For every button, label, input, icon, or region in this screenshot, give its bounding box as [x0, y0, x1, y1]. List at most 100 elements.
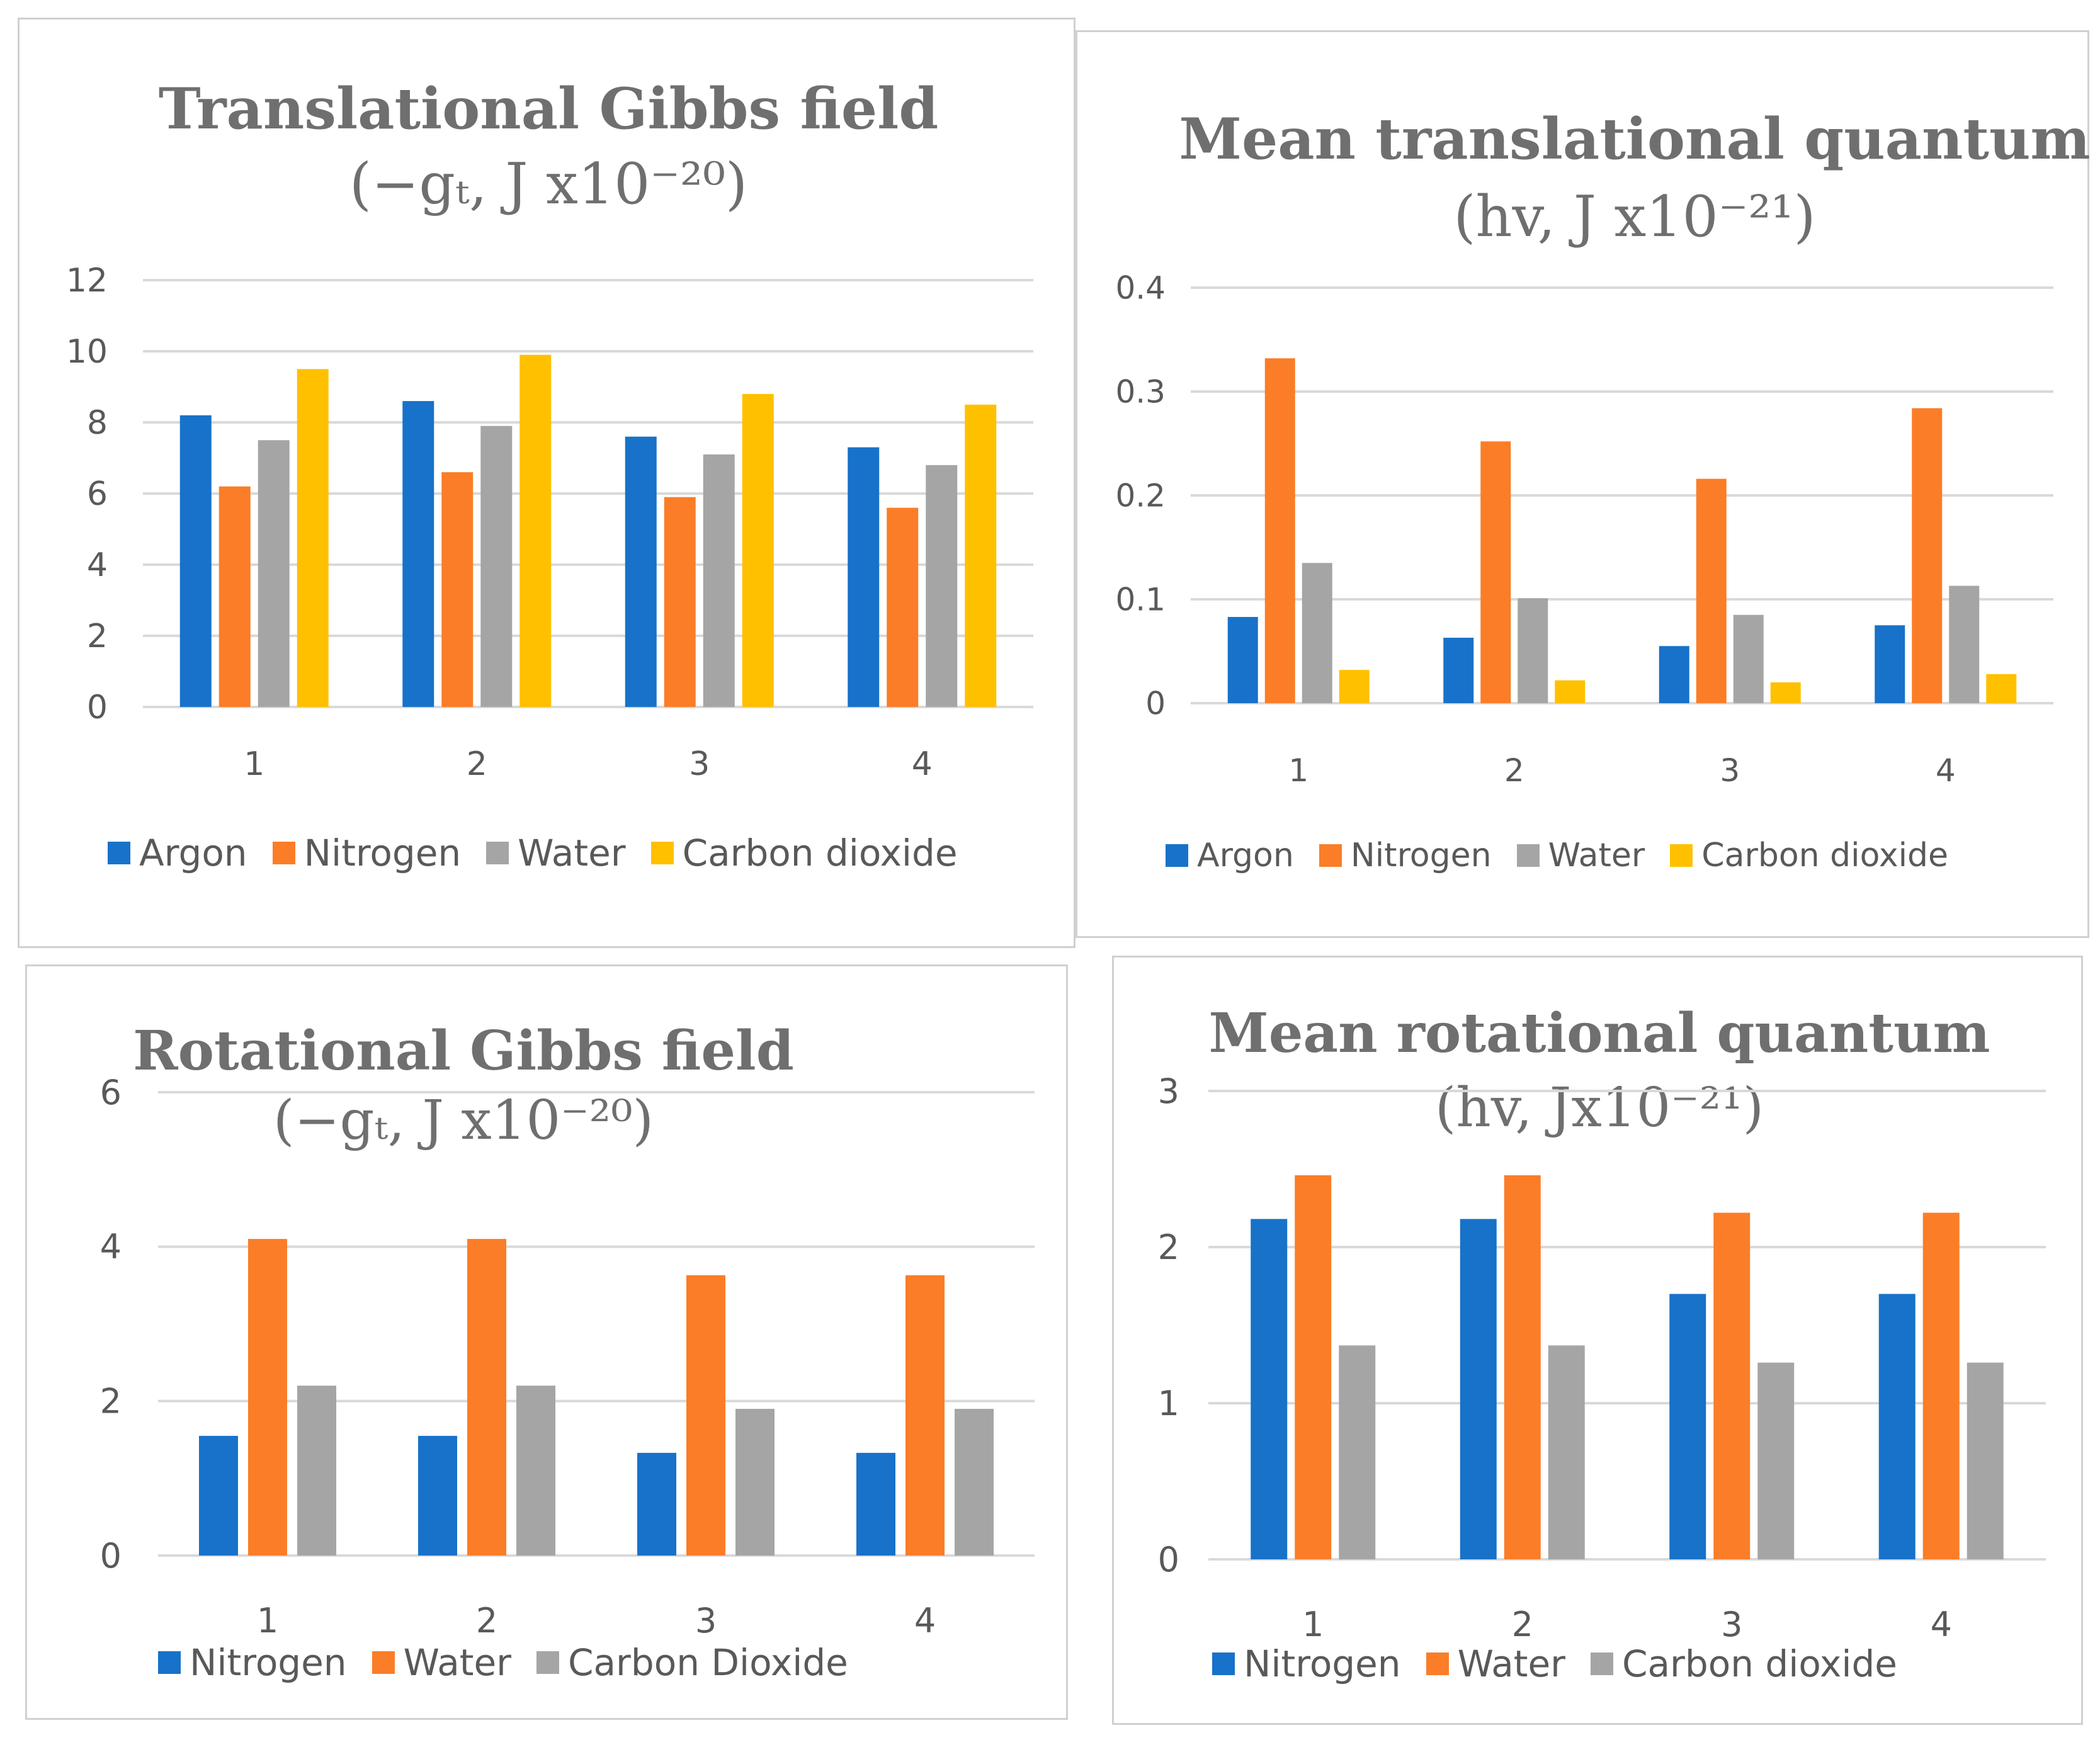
chart-legend: Argon Nitrogen Water Carbon dioxide — [108, 832, 983, 874]
x-tick-label: 2 — [1504, 752, 1524, 789]
y-tick-label: 3 — [1158, 1071, 1179, 1111]
x-tick-label: 3 — [1720, 752, 1740, 789]
bar-carbon-dioxide-1 — [1339, 670, 1370, 703]
bar-carbon-dioxide-3 — [735, 1408, 775, 1556]
x-tick-label: 1 — [257, 1601, 278, 1641]
chart-title: Mean rotational quantum (hv, Jx10⁻²¹) — [1114, 997, 2085, 1145]
y-tick-label: 0 — [1158, 1540, 1179, 1579]
bar-carbon-dioxide-4 — [955, 1408, 994, 1556]
bar-nitrogen-4 — [1912, 408, 1943, 703]
bar-argon-2 — [1443, 638, 1474, 703]
bar-argon-3 — [1659, 646, 1689, 703]
bar-water-4 — [1922, 1212, 1960, 1559]
bar-nitrogen-1 — [219, 486, 251, 707]
bar-water-1 — [248, 1239, 287, 1556]
chart-title-main: Rotational Gibbs field — [133, 1019, 794, 1083]
legend-swatch — [108, 842, 130, 864]
bar-nitrogen-4 — [1878, 1294, 1916, 1559]
legend-item: Water — [372, 1641, 511, 1684]
legend-item: Carbon Dioxide — [536, 1641, 848, 1684]
legend-label: Carbon Dioxide — [568, 1641, 848, 1684]
chart-title: Mean translational quantum (hv, J x10⁻²¹… — [1128, 100, 2100, 256]
bar-carbon-dioxide-4 — [1967, 1362, 2004, 1559]
x-tick-label: 1 — [1302, 1605, 1324, 1644]
chart-title-main: Translational Gibbs field — [158, 76, 939, 142]
x-tick-label: 3 — [689, 745, 710, 783]
chart-panel-mean-translational-quantum: Mean translational quantum (hv, J x10⁻²¹… — [1076, 30, 2091, 938]
y-tick-label: 10 — [66, 333, 108, 371]
chart-legend: Argon Nitrogen Water Carbon dioxide — [1166, 837, 1973, 874]
bar-chart-svg: 0 0.1 0.2 0.3 0.4 1 2 3 4 — [1115, 270, 2053, 789]
bar-carbon-dioxide-3 — [1757, 1362, 1795, 1559]
x-tick-label: 1 — [1288, 752, 1308, 789]
bar-water-3 — [703, 454, 735, 707]
x-tick-label: 2 — [476, 1601, 497, 1641]
bar-water-3 — [1733, 614, 1764, 703]
legend-swatch — [158, 1651, 181, 1674]
y-tick-label: 8 — [87, 404, 108, 442]
legend-swatch — [1670, 844, 1693, 867]
bar-nitrogen-2 — [441, 472, 474, 707]
bar-argon-3 — [625, 436, 657, 707]
x-tick-label: 2 — [467, 745, 487, 783]
legend-item: Nitrogen — [272, 832, 462, 874]
bar-carbon-dioxide-1 — [1339, 1345, 1376, 1559]
legend-item: Nitrogen — [1319, 837, 1492, 874]
y-tick-label: 2 — [87, 618, 108, 655]
bar-water-4 — [1949, 585, 1980, 703]
y-tick-label: 4 — [100, 1227, 122, 1267]
y-tick-label: 0.1 — [1115, 582, 1166, 618]
legend-item: Nitrogen — [1212, 1642, 1401, 1685]
bar-carbon-dioxide-3 — [742, 393, 774, 707]
legend-label: Carbon dioxide — [1622, 1642, 1897, 1685]
chart-legend: Nitrogen Water Carbon dioxide — [1212, 1642, 1922, 1685]
bar-nitrogen-1 — [1251, 1219, 1288, 1559]
x-tick-label: 4 — [914, 1601, 936, 1641]
bar-carbon-dioxide-2 — [516, 1386, 555, 1556]
bar-nitrogen-4 — [856, 1452, 895, 1556]
legend-swatch — [1319, 844, 1342, 867]
x-tick-label: 4 — [1931, 1605, 1952, 1644]
bar-carbon-dioxide-2 — [1555, 680, 1586, 703]
bar-nitrogen-3 — [664, 497, 696, 707]
legend-label: Carbon dioxide — [1701, 837, 1949, 874]
bar-water-1 — [1302, 563, 1332, 703]
legend-swatch — [486, 842, 509, 864]
x-tick-label: 3 — [1721, 1605, 1742, 1644]
bar-water-2 — [480, 426, 513, 707]
legend-item: Argon — [108, 832, 247, 874]
legend-label: Nitrogen — [304, 832, 462, 874]
bar-carbon-dioxide-4 — [965, 404, 997, 707]
legend-label: Water — [1457, 1642, 1566, 1685]
legend-label: Nitrogen — [1244, 1642, 1401, 1685]
legend-swatch — [272, 842, 295, 864]
legend-label: Water — [1548, 837, 1645, 874]
legend-swatch — [650, 842, 674, 864]
legend-label: Nitrogen — [190, 1641, 347, 1684]
x-tick-label: 4 — [912, 745, 933, 783]
y-tick-label: 1 — [1158, 1384, 1179, 1423]
legend-item: Nitrogen — [158, 1641, 347, 1684]
legend-swatch — [1212, 1652, 1235, 1675]
legend-label: Argon — [139, 832, 247, 874]
x-tick-label: 2 — [1512, 1605, 1533, 1644]
bar-argon-1 — [1227, 617, 1258, 703]
bar-nitrogen-3 — [637, 1452, 676, 1556]
bar-chart-svg: 0 1 2 3 1 2 3 4 — [1158, 1071, 2046, 1644]
bar-argon-4 — [1875, 625, 1905, 703]
y-tick-label: 0.4 — [1115, 270, 1166, 307]
legend-swatch — [536, 1651, 560, 1674]
chart-title: Translational Gibbs field (−gₜ, J x10⁻²⁰… — [20, 71, 1077, 222]
chart-subtitle: (−gₜ, J x10⁻²⁰) — [349, 151, 748, 217]
bar-water-2 — [1518, 598, 1548, 703]
bar-carbon-dioxide-2 — [1548, 1345, 1585, 1559]
legend-item: Carbon dioxide — [650, 832, 958, 874]
legend-swatch — [372, 1651, 395, 1674]
legend-swatch — [1516, 844, 1540, 867]
chart-subtitle: (−gₜ, J x10⁻²⁰) — [273, 1089, 654, 1152]
legend-label: Carbon dioxide — [682, 832, 958, 874]
y-tick-label: 0 — [87, 689, 108, 726]
y-tick-label: 0 — [100, 1536, 122, 1576]
legend-label: Argon — [1197, 837, 1294, 874]
